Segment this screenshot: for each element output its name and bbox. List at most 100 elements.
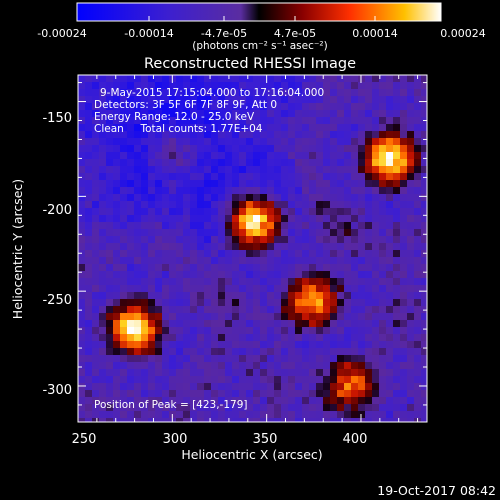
heatmap-cell (120, 327, 128, 335)
heatmap-cell (155, 96, 163, 104)
heatmap-cell (141, 124, 149, 132)
heatmap-cell (288, 418, 296, 422)
heatmap-cell (155, 187, 163, 195)
heatmap-cell (141, 236, 149, 244)
heatmap-cell (386, 201, 394, 209)
heatmap-cell (78, 236, 86, 244)
heatmap-cell (344, 180, 352, 188)
heatmap-cell (421, 82, 427, 90)
heatmap-cell (246, 390, 254, 398)
heatmap-cell (253, 201, 261, 209)
heatmap-cell (386, 320, 394, 328)
heatmap-cell (358, 215, 366, 223)
heatmap-cell (169, 145, 177, 153)
heatmap-cell (218, 362, 226, 370)
heatmap-cell (127, 138, 135, 146)
heatmap-cell (92, 152, 100, 160)
heatmap-cell (302, 96, 310, 104)
heatmap-cell (190, 82, 198, 90)
heatmap-cell (148, 145, 156, 153)
heatmap-cell (155, 131, 163, 139)
heatmap-cell (92, 292, 100, 300)
heatmap-cell (344, 138, 352, 146)
heatmap-cell (218, 411, 226, 419)
heatmap-cell (218, 117, 226, 125)
heatmap-cell (106, 376, 114, 384)
heatmap-cell (400, 271, 408, 279)
heatmap-cell (386, 208, 394, 216)
heatmap-cell (407, 376, 415, 384)
heatmap-cell (379, 278, 387, 286)
heatmap-cell (176, 159, 184, 167)
heatmap-cell (190, 383, 198, 391)
heatmap-cell (120, 299, 128, 307)
heatmap-cell (288, 411, 296, 419)
heatmap-cell (323, 243, 331, 251)
heatmap-cell (141, 355, 149, 363)
heatmap-cell (302, 362, 310, 370)
heatmap-cell (281, 334, 289, 342)
heatmap-cell (106, 334, 114, 342)
heatmap-cell (169, 103, 177, 111)
heatmap-cell (113, 229, 121, 237)
heatmap-cell (162, 376, 170, 384)
heatmap-cell (246, 229, 254, 237)
heatmap-cell (393, 341, 401, 349)
heatmap-cell (316, 75, 324, 83)
heatmap-cell (386, 418, 394, 422)
heatmap-cell (302, 250, 310, 258)
heatmap-cell (92, 341, 100, 349)
heatmap-cell (267, 131, 275, 139)
heatmap-cell (267, 278, 275, 286)
heatmap-cell (365, 103, 373, 111)
heatmap-cell (127, 222, 135, 230)
heatmap-cell (260, 194, 268, 202)
heatmap-cell (400, 117, 408, 125)
heatmap-cell (225, 243, 233, 251)
heatmap-cell (176, 292, 184, 300)
heatmap-cell (393, 103, 401, 111)
heatmap-cell (239, 236, 247, 244)
heatmap-cell (323, 222, 331, 230)
heatmap-cell (106, 152, 114, 160)
heatmap-cell (253, 257, 261, 265)
heatmap-cell (421, 376, 427, 384)
heatmap-cell (113, 166, 121, 174)
heatmap-cell (372, 222, 380, 230)
heatmap-cell (372, 208, 380, 216)
heatmap-cell (78, 320, 86, 328)
heatmap-cell (323, 355, 331, 363)
heatmap-cell (400, 362, 408, 370)
heatmap-cell (148, 229, 156, 237)
heatmap-cell (386, 152, 394, 160)
heatmap-cell (162, 194, 170, 202)
heatmap-cell (78, 166, 86, 174)
heatmap-cell (162, 124, 170, 132)
heatmap-cell (344, 369, 352, 377)
heatmap-cell (288, 110, 296, 118)
heatmap-cell (162, 75, 170, 83)
heatmap-cell (365, 131, 373, 139)
heatmap-cell (407, 152, 415, 160)
heatmap-cell (204, 362, 212, 370)
heatmap-cell (386, 222, 394, 230)
heatmap-cell (197, 397, 205, 405)
heatmap-cell (316, 257, 324, 265)
heatmap-cell (260, 313, 268, 321)
heatmap-cell (99, 320, 107, 328)
heatmap-cell (414, 173, 422, 181)
heatmap-cell (78, 418, 86, 422)
heatmap-cell (281, 180, 289, 188)
heatmap-cell (85, 124, 93, 132)
heatmap-cell (414, 362, 422, 370)
heatmap-cell (92, 201, 100, 209)
heatmap-cell (253, 362, 261, 370)
heatmap-cell (134, 320, 142, 328)
heatmap-cell (372, 376, 380, 384)
heatmap-cell (190, 138, 198, 146)
heatmap-cell (344, 390, 352, 398)
heatmap-cell (127, 124, 135, 132)
heatmap-cell (281, 117, 289, 125)
heatmap-cell (358, 285, 366, 293)
